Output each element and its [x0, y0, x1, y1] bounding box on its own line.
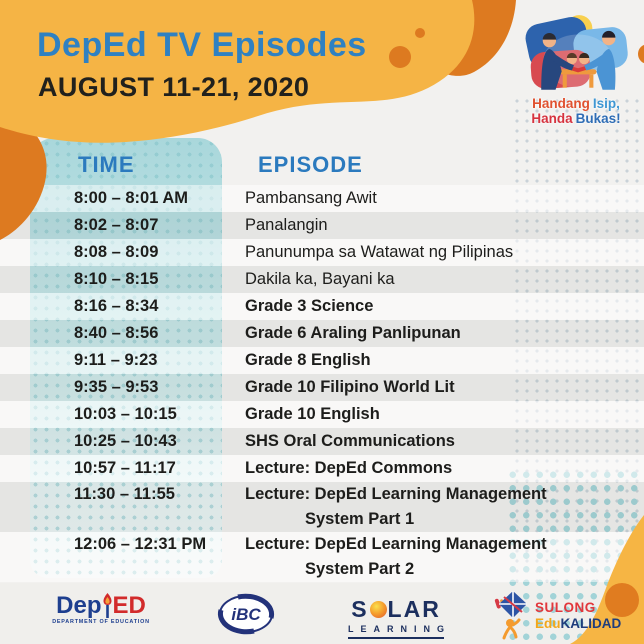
episode-title: Dakila ka, Bayani ka: [245, 270, 395, 288]
time-cell: 8:02 – 8:07: [74, 216, 159, 234]
episode-cell: Lecture: DepEd Learning Management System…: [245, 532, 644, 582]
deped-logo: Dep ED DEPARTMENT OF EDUCATION: [46, 592, 156, 625]
episode-cell: SHS Oral Communications: [245, 428, 644, 455]
date-range: AUGUST 11-21, 2020: [38, 72, 310, 102]
table-row: 10:03 – 10:15 Grade 10 English: [0, 401, 644, 428]
episode-title: Pambansang Awit: [245, 189, 377, 207]
episode-cell: Grade 3 Science: [245, 293, 644, 320]
episode-cell: Grade 8 English: [245, 347, 644, 374]
campaign-tagline: Handang Isip, Handa Bukas!: [510, 96, 642, 127]
episode-cell: Grade 10 English: [245, 401, 644, 428]
time-cell: 8:10 – 8:15: [74, 270, 159, 288]
sulong-edukalidad-logo: SULONG EduKALIDAD: [494, 590, 621, 642]
episode-title: Lecture: DepEd Learning Management: [245, 485, 547, 503]
time-cell: 9:11 – 9:23: [74, 351, 158, 369]
tagline-word: Handang: [532, 96, 590, 111]
episode-title: Panalangin: [245, 216, 328, 234]
solar-logo-text: S: [351, 596, 369, 622]
table-row: 8:08 – 8:09 Panunumpa sa Watawat ng Pili…: [0, 239, 644, 266]
solar-learning-logo: S LAR LEARNING: [348, 598, 444, 639]
table-row: 8:00 – 8:01 AM Pambansang Awit: [0, 185, 644, 212]
time-cell: 8:08 – 8:09: [74, 243, 159, 261]
family-illustration-icon: [525, 15, 628, 90]
episode-title: Lecture: DepEd Commons: [245, 459, 453, 477]
torch-icon: [103, 593, 111, 618]
time-cell: 9:35 – 9:53: [74, 378, 159, 396]
table-header: TIME EPISODE: [0, 146, 644, 184]
episode-title-line2: System Part 1: [305, 510, 415, 528]
tagline-word: Bukas!: [575, 110, 621, 126]
episode-title-line2: System Part 2: [305, 560, 415, 578]
table-row: 10:25 – 10:43 SHS Oral Communications: [0, 428, 644, 455]
solar-logo-text: LAR: [387, 596, 441, 622]
table-row: 9:11 – 9:23 Grade 8 English: [0, 347, 644, 374]
episode-cell: Pambansang Awit: [245, 185, 644, 212]
episode-cell: Panalangin: [245, 212, 644, 239]
episode-title: Grade 10 English: [245, 405, 380, 423]
episode-title: Grade 3 Science: [245, 297, 374, 315]
tagline-word: Isip,: [592, 96, 620, 111]
ibc-logo: iBC: [216, 592, 276, 641]
deped-logo-text: ED: [112, 592, 146, 619]
time-cell: 8:40 – 8:56: [74, 324, 159, 342]
page-title: DepEd TV Episodes: [37, 26, 367, 64]
ibc-oval-icon: iBC: [217, 593, 275, 635]
table-row: 8:40 – 8:56 Grade 6 Araling Panlipunan: [0, 320, 644, 347]
deped-logo-subtitle: DEPARTMENT OF EDUCATION: [52, 619, 150, 625]
edge-orange-dot: [638, 44, 644, 64]
table-row: 12:06 – 12:31 PM Lecture: DepEd Learning…: [0, 532, 644, 582]
episode-title: Grade 6 Araling Panlipunan: [245, 324, 461, 342]
table-row: 8:16 – 8:34 Grade 3 Science: [0, 293, 644, 320]
table-row: 10:57 – 11:17 Lecture: DepEd Commons: [0, 455, 644, 482]
sulong-logo-text: SULONG: [535, 600, 596, 616]
time-cell: 11:30 – 11:55: [74, 485, 175, 503]
time-cell: 12:06 – 12:31 PM: [74, 535, 207, 553]
time-cell: 10:03 – 10:15: [74, 405, 177, 423]
episode-title: SHS Oral Communications: [245, 432, 455, 450]
column-header-time: TIME: [78, 152, 135, 177]
sulong-logo-text: KALIDAD: [560, 616, 622, 631]
sulong-logo-text: Edu: [535, 616, 561, 631]
svg-text:iBC: iBC: [231, 605, 261, 624]
episode-cell: Dakila ka, Bayani ka: [245, 266, 644, 293]
tagline-word: Handa: [531, 110, 573, 126]
episode-title: Panunumpa sa Watawat ng Pilipinas: [245, 243, 514, 261]
episode-cell: Lecture: DepEd Commons: [245, 455, 644, 482]
time-cell: 8:00 – 8:01 AM: [74, 189, 189, 207]
episode-title: Lecture: DepEd Learning Management: [245, 535, 547, 553]
episode-cell: Grade 6 Araling Panlipunan: [245, 320, 644, 347]
campaign-badge: Handang Isip, Handa Bukas!: [510, 12, 642, 127]
episode-cell: Lecture: DepEd Learning Management System…: [245, 482, 644, 532]
column-header-episode: EPISODE: [258, 152, 363, 177]
episode-cell: Panunumpa sa Watawat ng Pilipinas: [245, 239, 644, 266]
table-row: 8:10 – 8:15 Dakila ka, Bayani ka: [0, 266, 644, 293]
episode-title: Grade 8 English: [245, 351, 371, 369]
deped-logo-text: Dep: [56, 592, 102, 619]
solar-logo-subtitle: LEARNING: [348, 624, 444, 639]
episode-cell: Grade 10 Filipino World Lit: [245, 374, 644, 401]
table-row: 11:30 – 11:55 Lecture: DepEd Learning Ma…: [0, 482, 644, 532]
time-cell: 10:57 – 11:17: [74, 459, 176, 477]
schedule-table: 8:00 – 8:01 AM Pambansang Awit 8:02 – 8:…: [0, 185, 644, 582]
kite-runner-icon: [494, 591, 527, 640]
table-row: 8:02 – 8:07 Panalangin: [0, 212, 644, 239]
time-cell: 10:25 – 10:43: [74, 432, 177, 450]
time-cell: 8:16 – 8:34: [74, 297, 159, 315]
table-row: 9:35 – 9:53 Grade 10 Filipino World Lit: [0, 374, 644, 401]
episode-title: Grade 10 Filipino World Lit: [245, 378, 455, 396]
sun-icon: [369, 601, 387, 618]
